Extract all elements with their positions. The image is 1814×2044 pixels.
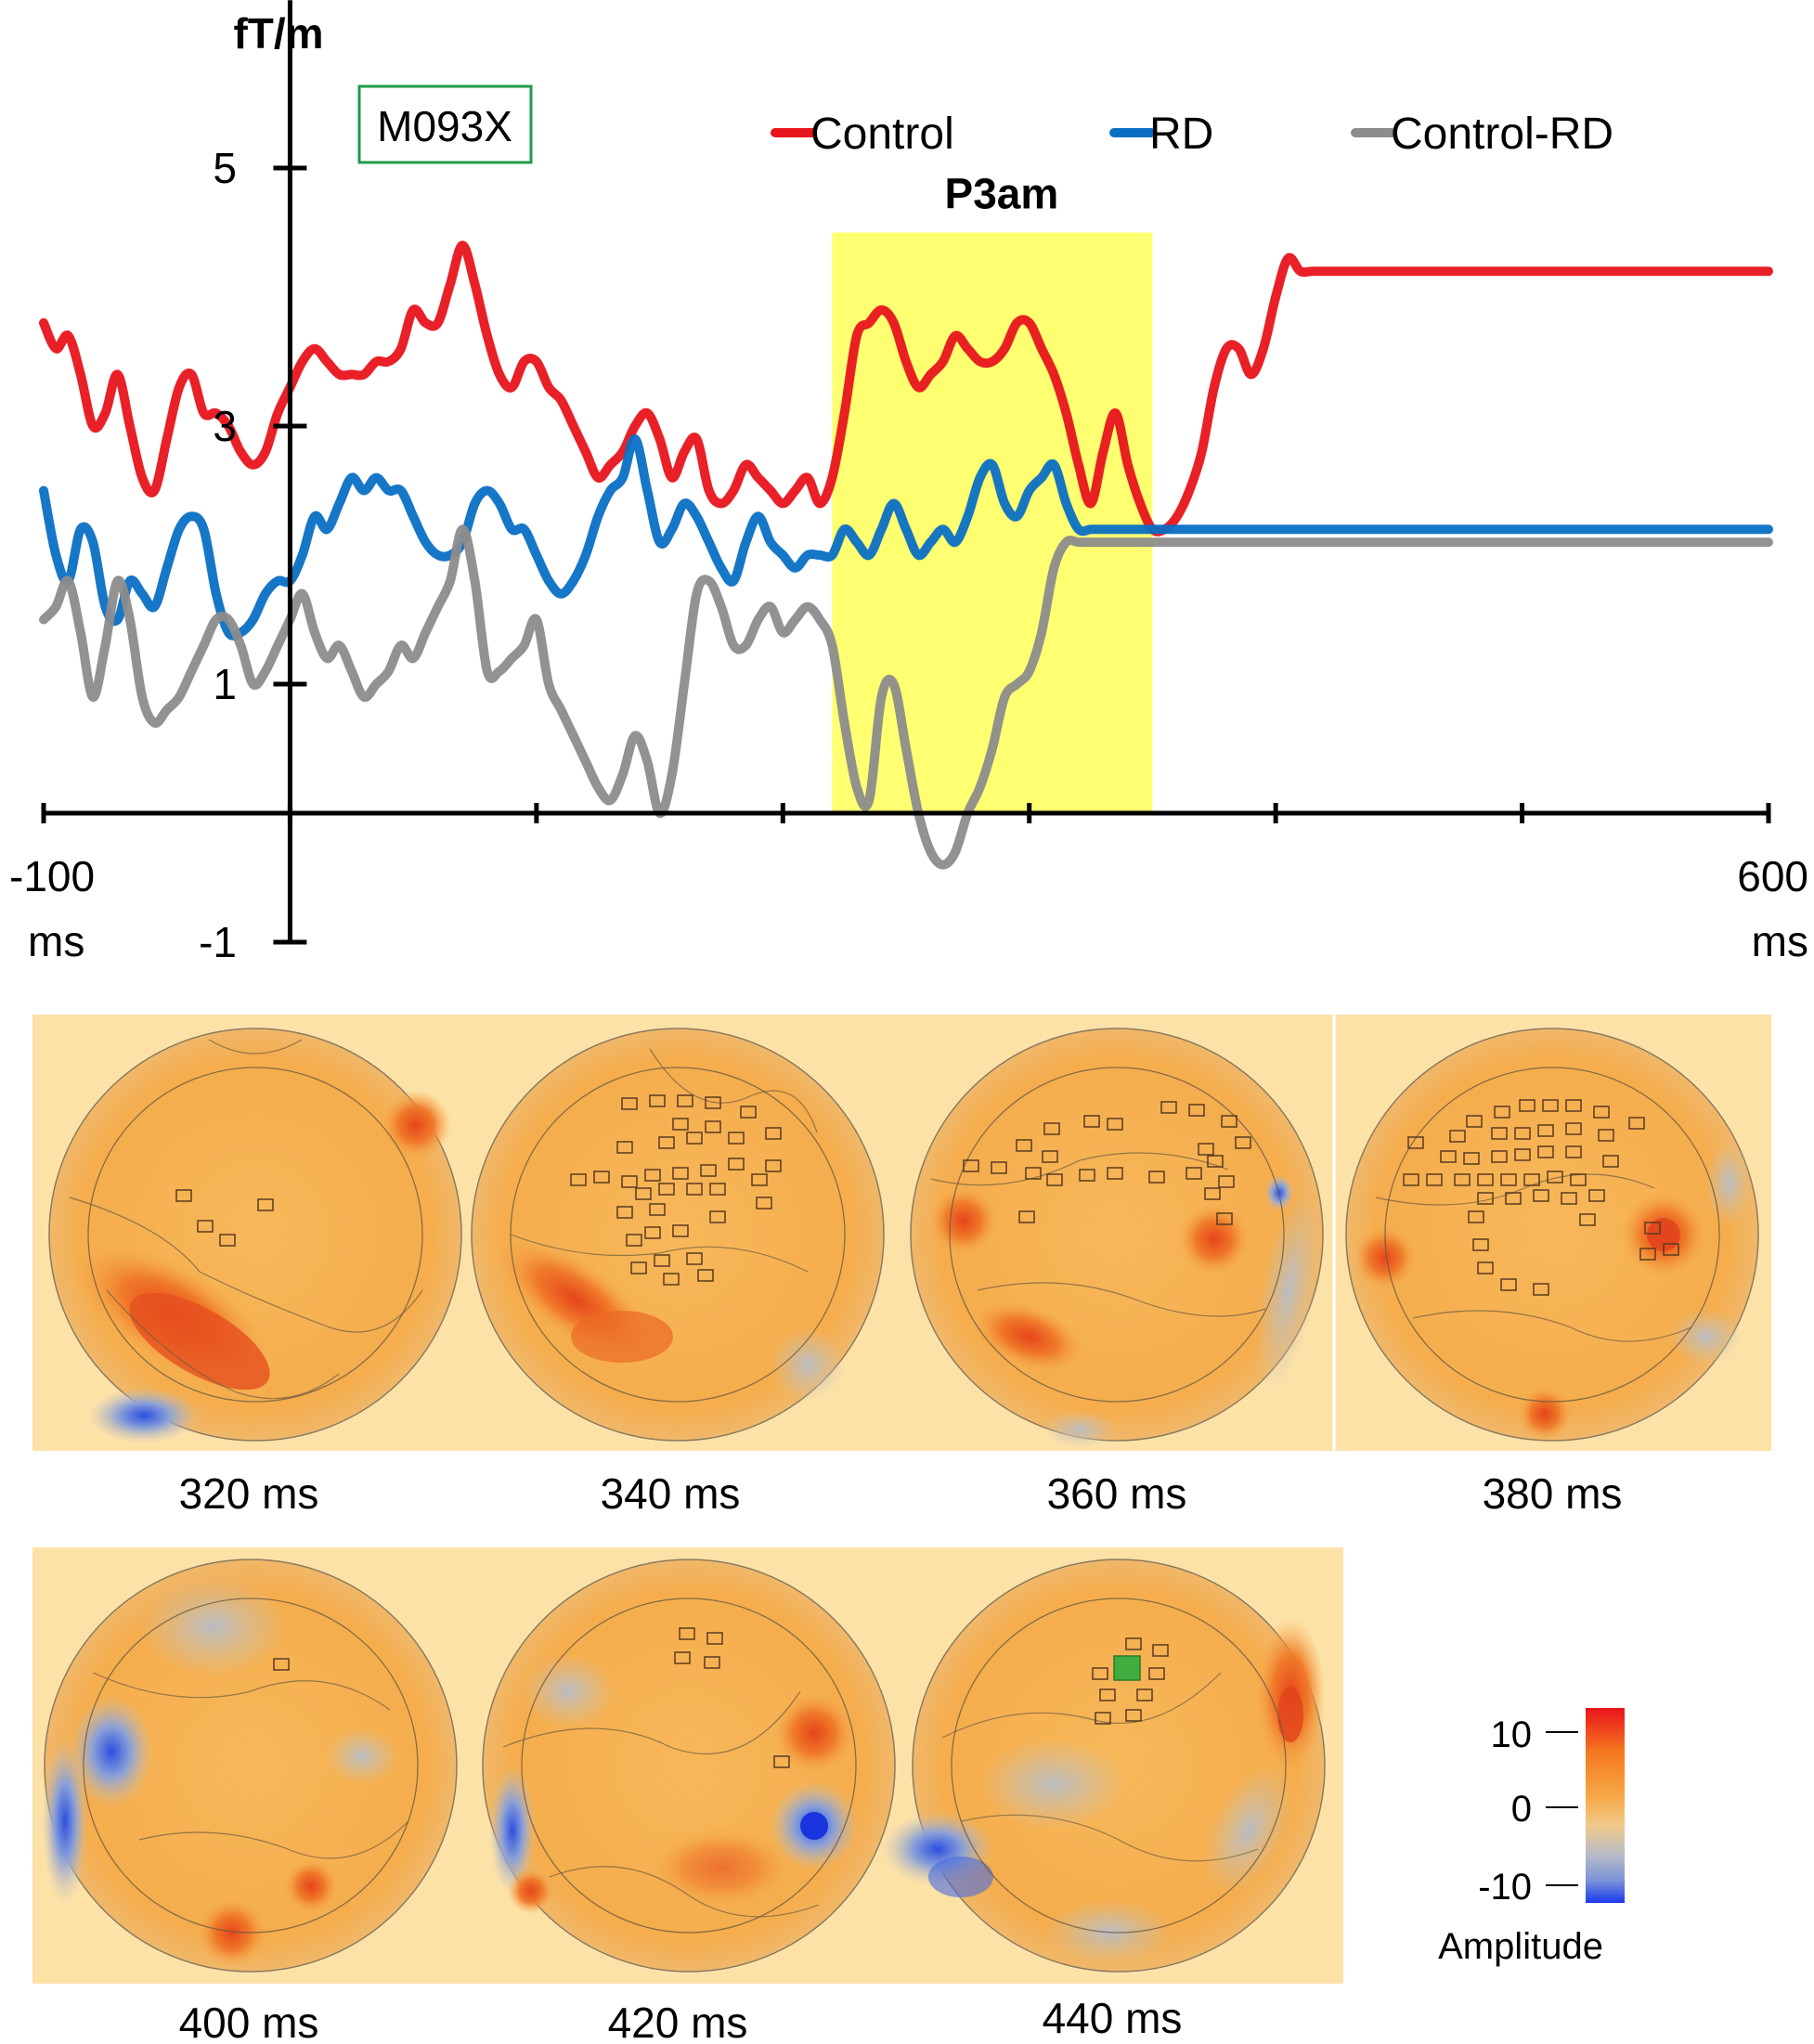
colorbar-tick-label: 0 (1511, 1789, 1532, 1830)
colorbar-tick-label: 10 (1491, 1714, 1533, 1755)
colorbar-title: Amplitude (1438, 1926, 1603, 1967)
x-tick-label: 600 (1737, 852, 1808, 900)
colorbar-gradient (1586, 1708, 1625, 1903)
y-tick-label: 3 (213, 402, 237, 450)
x-tick-unit: ms (28, 917, 84, 965)
colorbar: 10 0 -10 Amplitude (1438, 1708, 1625, 1967)
p3am-label: P3am (945, 170, 1059, 218)
topomap-panel-row1: 320 ms 340 ms 360 ms 380 ms (32, 1015, 1771, 1518)
topomap-label: 360 ms (1047, 1469, 1187, 1518)
topomap-labels-row1: 320 ms 340 ms 360 ms 380 ms (179, 1469, 1623, 1518)
line-chart: P3am -100 ms 600 ms 5 3 1 -1 fT/m M093X Contro… (9, 0, 1808, 966)
x-ticks: -100 ms 600 ms (9, 803, 1808, 965)
topomap-340ms (471, 1028, 885, 1442)
legend-label: RD (1149, 110, 1213, 159)
topomap-label: 420 ms (608, 1999, 748, 2044)
legend: Control RD Control-RD (771, 110, 1613, 159)
topomap-label: 340 ms (601, 1469, 741, 1518)
channel-box: M093X (357, 84, 533, 164)
topomap-panel-row2: 400 ms 420 ms 440 ms (32, 1547, 1343, 2044)
selected-sensor-marker (1113, 1655, 1141, 1681)
topomap-400ms (42, 1559, 458, 1973)
topomap-420ms (482, 1559, 896, 1973)
topomap-label: 320 ms (179, 1469, 319, 1518)
colorbar-tick-label: -10 (1478, 1867, 1532, 1908)
x-tick-unit: ms (1752, 917, 1808, 965)
y-ticks: 5 3 1 -1 (199, 144, 307, 966)
y-tick-label: -1 (199, 918, 237, 966)
channel-label: M093X (377, 102, 512, 150)
y-tick-label: 1 (213, 660, 237, 708)
topomap-380ms (1345, 1028, 1759, 1442)
y-tick-label: 5 (213, 144, 237, 192)
topomap-labels-row2: 400 ms 420 ms 440 ms (179, 1994, 1183, 2044)
series-line-control-rd (39, 524, 1773, 870)
topomap-label: 400 ms (179, 1999, 319, 2044)
series-layer (39, 240, 1773, 870)
legend-label: Control-RD (1391, 110, 1613, 159)
topomap-440ms (882, 1559, 1326, 1973)
topomap-320ms (48, 1028, 462, 1443)
series-line-rd (39, 433, 1773, 641)
legend-label: Control (810, 110, 954, 159)
topomap-360ms (910, 1028, 1324, 1448)
topomap-label: 440 ms (1043, 1994, 1183, 2042)
topomap-label: 380 ms (1483, 1469, 1623, 1518)
x-tick-label: -100 (9, 852, 95, 900)
series-line-control (39, 240, 1773, 537)
y-axis-label: fT/m (233, 9, 323, 58)
